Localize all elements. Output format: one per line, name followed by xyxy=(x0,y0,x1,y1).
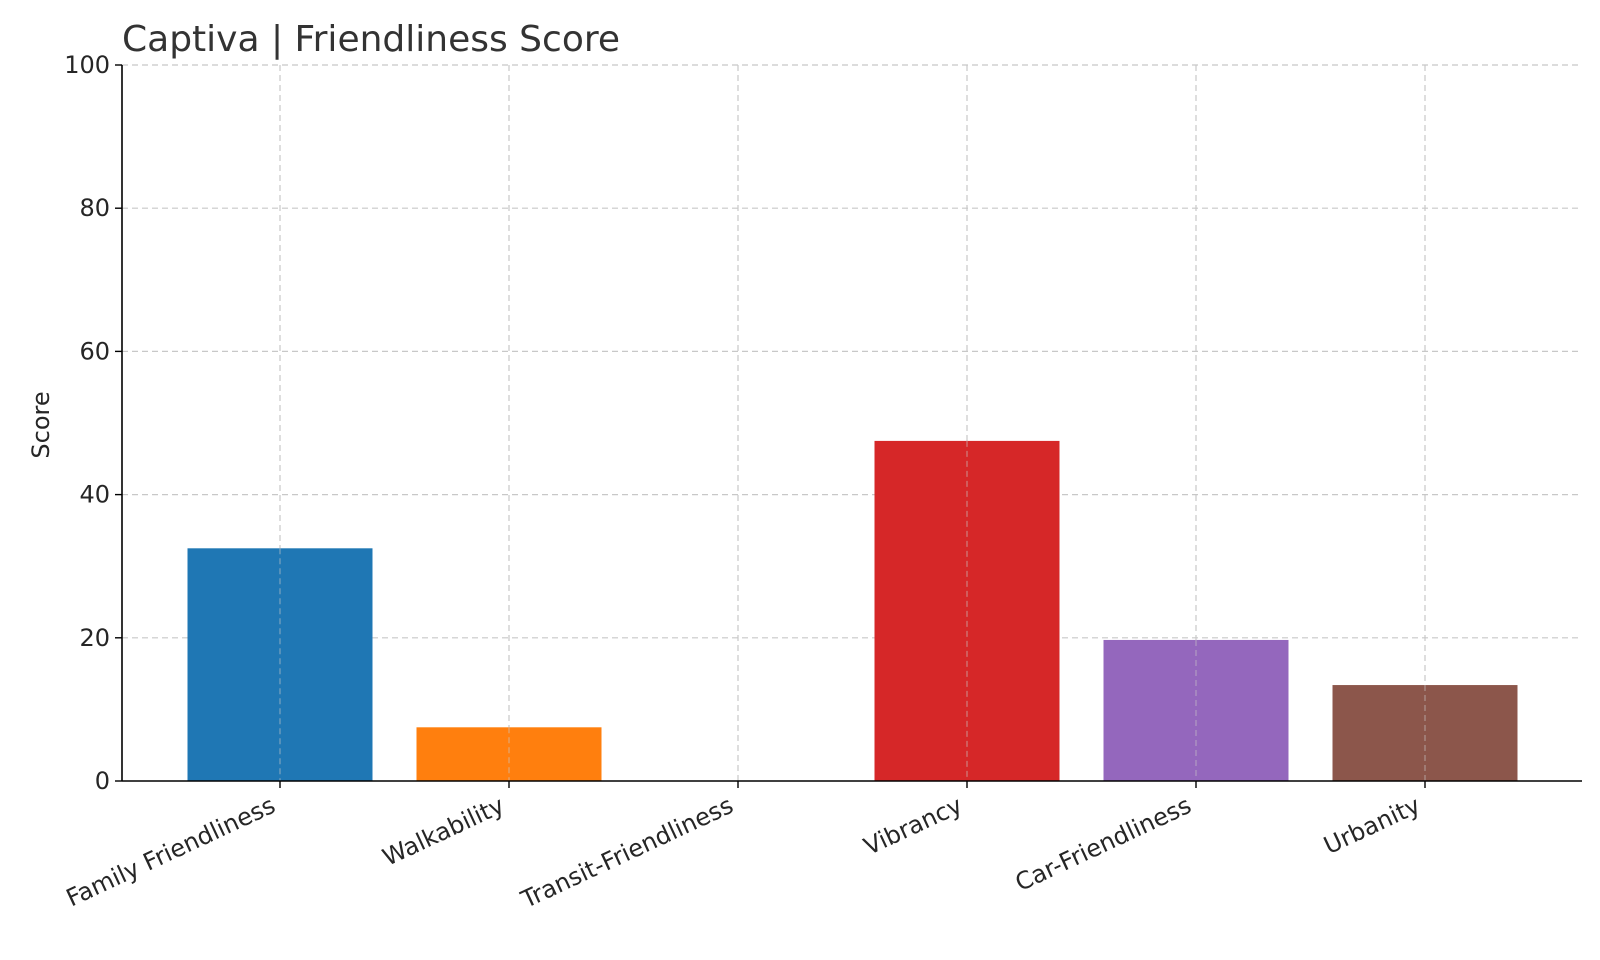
x-tick-label: Family Friendliness xyxy=(62,791,280,912)
y-axis-label: Score xyxy=(27,391,55,458)
x-ticks: Family Friendliness Walkability Transit-Fr… xyxy=(62,781,1426,914)
y-tick-label: 40 xyxy=(79,481,110,509)
chart-title: Captiva | Friendliness Score xyxy=(122,19,620,60)
x-tick-label: Walkability xyxy=(378,791,508,872)
axes xyxy=(121,65,1582,782)
y-tick-label: 60 xyxy=(79,337,110,365)
x-tick-label: Urbanity xyxy=(1319,791,1424,860)
x-tick-label: Transit-Friendliness xyxy=(516,791,737,914)
y-ticks: 0 20 40 60 80 100 xyxy=(64,51,122,795)
x-tick-label: Car-Friendliness xyxy=(1011,791,1196,897)
y-tick-label: 0 xyxy=(95,767,110,795)
y-tick-label: 100 xyxy=(64,51,110,79)
y-tick-label: 20 xyxy=(79,624,110,652)
bars xyxy=(187,440,1518,781)
y-tick-label: 80 xyxy=(79,194,110,222)
x-tick-label: Vibrancy xyxy=(860,791,967,861)
